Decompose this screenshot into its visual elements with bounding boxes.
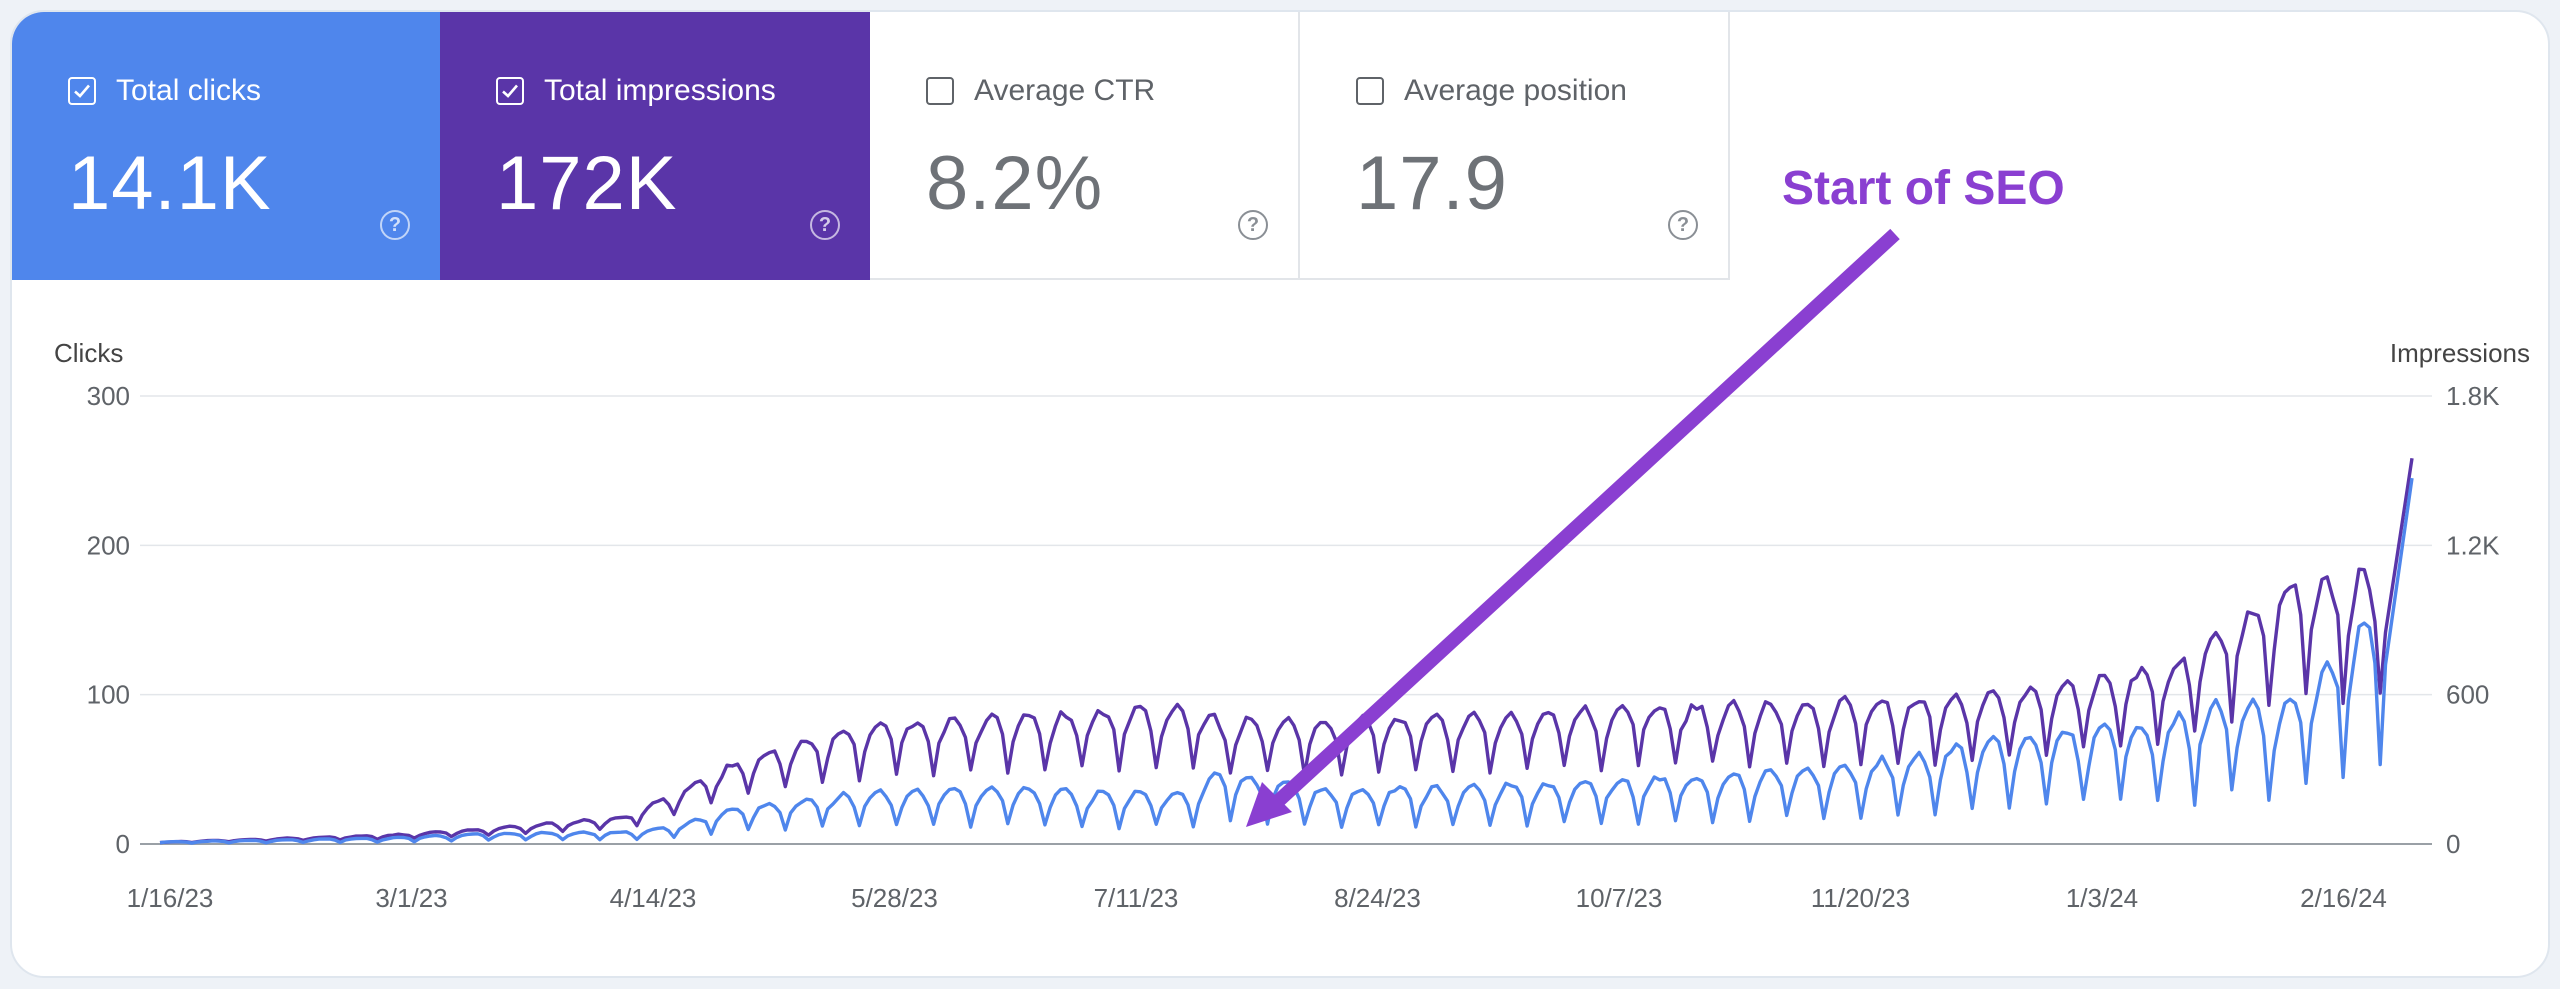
- metric-card-total-impressions[interactable]: Total impressions 172K ?: [440, 12, 870, 280]
- metric-value: 14.1K: [68, 141, 272, 226]
- x-tick-label: 4/14/23: [610, 883, 697, 913]
- checkbox-unchecked-icon[interactable]: [926, 77, 954, 105]
- x-tick-label: 8/24/23: [1334, 883, 1421, 913]
- metric-card-average-ctr[interactable]: Average CTR 8.2% ?: [870, 12, 1300, 280]
- metric-label: Average position: [1404, 74, 1627, 107]
- metric-card-average-position[interactable]: Average position 17.9 ?: [1300, 12, 1730, 280]
- annotation-label: Start of SEO: [1782, 162, 2065, 215]
- metric-label: Total clicks: [116, 74, 262, 107]
- impressions-series-line: [159, 457, 2414, 845]
- y-tick-label-left: 100: [87, 680, 130, 710]
- y-tick-label-right: 600: [2446, 680, 2489, 710]
- checkbox-checked-icon[interactable]: [68, 77, 96, 105]
- x-tick-label: 7/11/23: [1094, 883, 1179, 913]
- x-tick-label: 1/16/23: [127, 883, 214, 913]
- help-icon[interactable]: ?: [1238, 210, 1268, 240]
- help-icon[interactable]: ?: [1668, 210, 1698, 240]
- help-icon[interactable]: ?: [810, 210, 840, 240]
- checkbox-unchecked-icon[interactable]: [1356, 77, 1384, 105]
- metric-card-total-clicks[interactable]: Total clicks 14.1K ?: [12, 12, 440, 280]
- left-axis-title: Clicks: [54, 338, 124, 368]
- x-tick-label: 1/3/24: [2066, 883, 2138, 913]
- y-tick-label-left: 0: [116, 829, 130, 859]
- y-tick-label-right: 1.2K: [2446, 530, 2500, 560]
- performance-chart: 0 0 100 600 200 1.2K 300 1.8K 1/16/23 3/1/23 4/14/…: [87, 162, 2501, 913]
- annotation-arrow-head: [1246, 782, 1292, 827]
- x-tick-label: 10/7/23: [1576, 883, 1663, 913]
- y-tick-label-right: 1.8K: [2446, 381, 2500, 411]
- metric-value: 17.9: [1356, 141, 1508, 226]
- annotation-arrow-shaft: [1269, 228, 1900, 811]
- metric-label: Average CTR: [974, 74, 1156, 107]
- performance-panel: Total clicks 14.1K ? Total impressions 1…: [10, 10, 2550, 978]
- y-tick-label-right: 0: [2446, 829, 2460, 859]
- checkbox-checked-icon[interactable]: [496, 77, 524, 105]
- help-icon[interactable]: ?: [380, 210, 410, 240]
- x-tick-label: 2/16/24: [2300, 883, 2387, 913]
- x-tick-label: 3/1/23: [375, 883, 447, 913]
- right-axis-title: Impressions: [2389, 338, 2530, 368]
- metric-value: 172K: [496, 141, 678, 226]
- y-tick-label-left: 200: [87, 530, 130, 560]
- y-tick-label-left: 300: [87, 381, 130, 411]
- x-tick-label: 11/20/23: [1811, 883, 1910, 913]
- metric-value: 8.2%: [926, 141, 1104, 226]
- x-tick-label: 5/28/23: [851, 883, 938, 913]
- clicks-series-line: [159, 477, 2414, 845]
- metric-label: Total impressions: [544, 74, 776, 107]
